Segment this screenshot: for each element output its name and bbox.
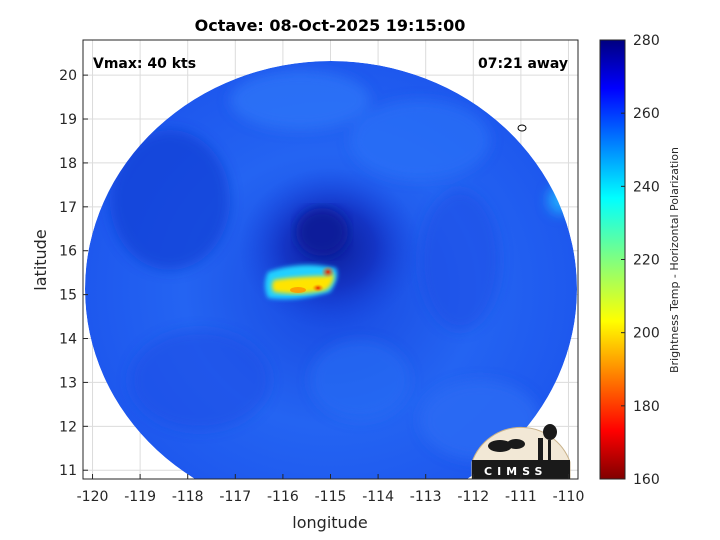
x-tick-label: -113 (410, 489, 442, 505)
x-axis-label: longitude (292, 513, 367, 532)
colorbar-tick-label: 200 (633, 326, 660, 342)
colorbar-tick-label: 260 (633, 106, 660, 122)
x-tick-label: -120 (77, 489, 109, 505)
convective-band (265, 264, 338, 300)
cimss-logo: CIMSS (471, 424, 571, 480)
y-tick-label: 18 (59, 156, 77, 172)
colorbar-scale (599, 39, 626, 480)
x-axis: -120 -119 -118 -117 -116 -115 -114 -113 -112 -111… (77, 474, 585, 505)
x-tick-label: -111 (505, 489, 537, 505)
x-tick-label: -118 (172, 489, 204, 505)
colorbar-tick-label: 180 (633, 399, 660, 415)
colorbar: 160 180 200 220 240 260 280 Brightness Temp - … (599, 33, 681, 488)
y-tick-label: 19 (59, 112, 77, 128)
y-tick-label: 16 (59, 244, 77, 260)
x-tick-label: -115 (315, 489, 347, 505)
y-tick-label: 14 (59, 332, 77, 348)
y-axis: 11 12 13 14 15 16 17 18 19 20 (59, 68, 88, 479)
x-tick-label: -117 (219, 489, 251, 505)
y-tick-label: 17 (59, 200, 77, 216)
logo-text: CIMSS (484, 465, 547, 478)
x-tick-label: -114 (362, 489, 394, 505)
x-tick-label: -116 (267, 489, 299, 505)
chart-title: Octave: 08-Oct-2025 19:15:00 (195, 16, 466, 35)
colorbar-tick-label: 220 (633, 253, 660, 269)
x-tick-label: -119 (124, 489, 156, 505)
y-tick-label: 13 (59, 375, 77, 391)
y-axis-label: latitude (31, 229, 50, 290)
y-tick-label: 12 (59, 419, 77, 435)
eta-label: 07:21 away (478, 56, 568, 72)
y-tick-label: 15 (59, 288, 77, 304)
y-tick-label: 11 (59, 463, 77, 479)
x-tick-label: -112 (457, 489, 489, 505)
colorbar-tick-label: 160 (633, 472, 660, 488)
colorbar-label: Brightness Temp - Horizontal Polarizatio… (668, 147, 681, 373)
island-outline (517, 124, 527, 132)
colorbar-tick-label: 280 (633, 33, 660, 49)
y-tick-label: 20 (59, 68, 77, 84)
microwave-swath (85, 61, 577, 479)
vmax-label: Vmax: 40 kts (93, 56, 196, 72)
x-tick-label: -110 (553, 489, 585, 505)
colorbar-tick-label: 240 (633, 179, 660, 195)
